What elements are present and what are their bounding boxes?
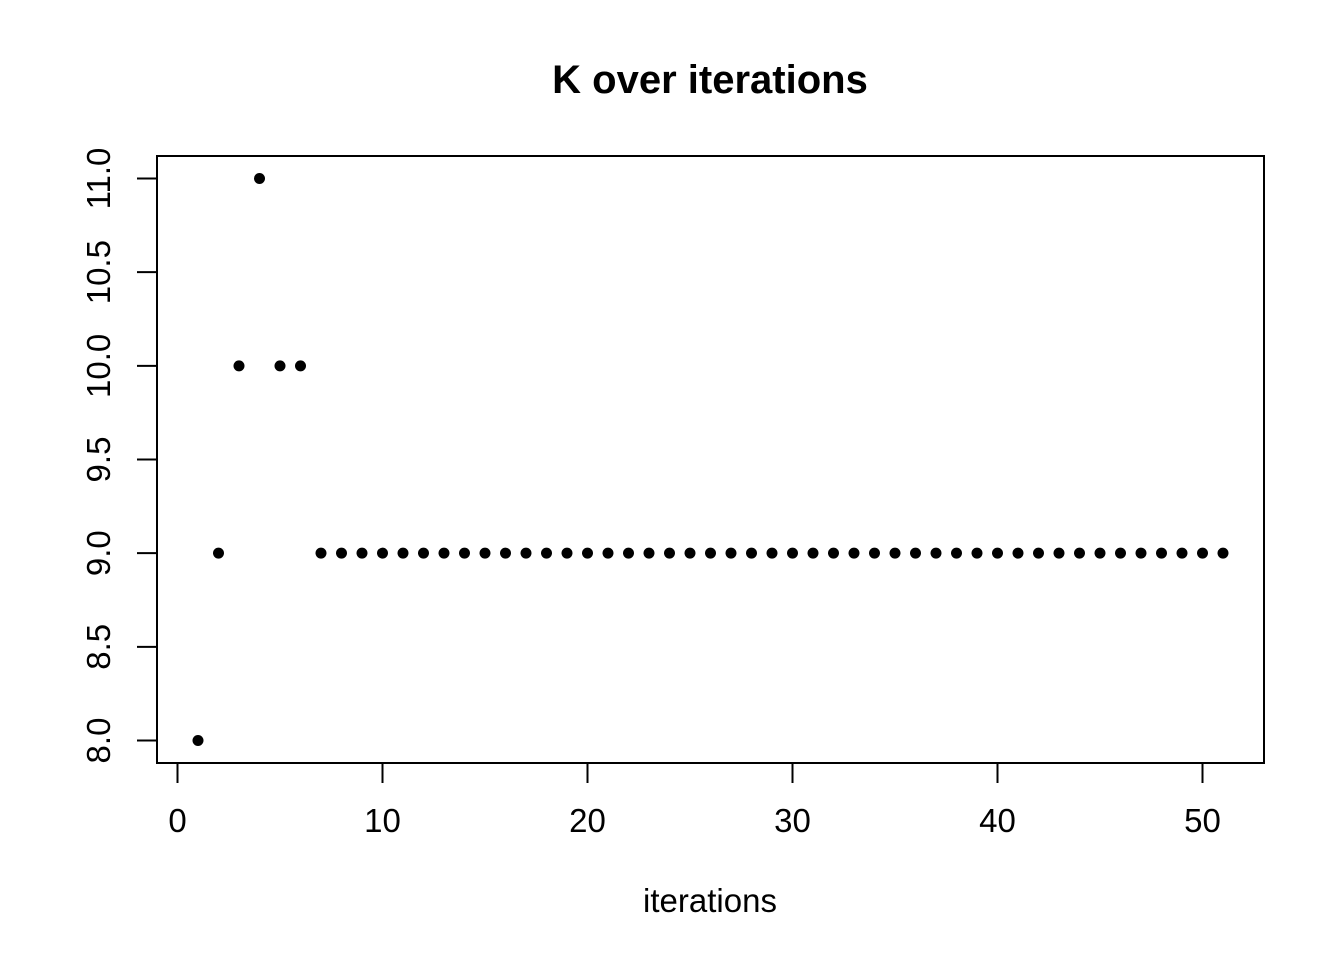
data-point: [1115, 547, 1126, 559]
data-point: [233, 360, 245, 372]
data-point: [930, 547, 942, 559]
data-point: [1217, 547, 1229, 559]
data-point: [295, 360, 306, 372]
data-point: [356, 547, 368, 559]
x-tick-label: 30: [774, 802, 811, 839]
data-point: [1012, 547, 1024, 559]
y-tick-label: 8.5: [80, 624, 117, 670]
data-point: [951, 547, 962, 559]
data-point: [520, 547, 532, 559]
y-tick-label: 9.0: [80, 530, 117, 576]
data-point: [213, 547, 224, 559]
data-point: [1197, 547, 1208, 559]
data-point: [582, 547, 593, 559]
data-point: [992, 547, 1003, 559]
data-point: [1176, 547, 1188, 559]
data-point: [254, 172, 265, 184]
data-point: [787, 547, 798, 559]
data-point: [397, 547, 409, 559]
data-point: [684, 547, 696, 559]
y-tick-label: 9.5: [80, 437, 117, 483]
x-tick-label: 10: [364, 802, 401, 839]
data-point: [1074, 547, 1085, 559]
data-point: [336, 547, 347, 559]
data-point: [561, 547, 573, 559]
data-point: [1033, 547, 1044, 559]
x-axis-label: iterations: [643, 882, 777, 919]
data-point: [192, 735, 204, 747]
data-point: [1053, 547, 1065, 559]
data-point: [746, 547, 757, 559]
x-tick-label: 50: [1184, 802, 1221, 839]
plot-area: 0 10 20 30 40 50 8.0 8.5 9.0 9.5 10.0 10.5 11.0: [80, 148, 1265, 839]
y-tick-label: 11.0: [80, 148, 117, 210]
data-point: [1156, 547, 1167, 559]
data-point: [479, 547, 491, 559]
data-point: [705, 547, 716, 559]
x-tick-label: 40: [979, 802, 1016, 839]
chart-title: K over iterations: [552, 58, 868, 102]
data-point: [766, 547, 778, 559]
data-point: [500, 547, 511, 559]
data-point: [848, 547, 860, 559]
data-point: [541, 547, 552, 559]
x-tick-label: 20: [569, 802, 606, 839]
data-point: [971, 547, 983, 559]
data-point: [602, 547, 614, 559]
data-point: [438, 547, 450, 559]
data-point: [623, 547, 634, 559]
data-point: [869, 547, 880, 559]
data-point: [889, 547, 901, 559]
data-point: [1135, 547, 1147, 559]
data-point: [459, 547, 470, 559]
data-point: [1094, 547, 1106, 559]
plot-box: [156, 155, 1265, 764]
x-tick-label: 0: [168, 802, 186, 839]
y-tick-label: 8.0: [80, 718, 117, 764]
data-point: [418, 547, 429, 559]
data-point: [828, 547, 839, 559]
data-point: [377, 547, 388, 559]
y-tick-label: 10.0: [80, 334, 117, 398]
data-point: [910, 547, 921, 559]
y-tick-label: 10.5: [80, 240, 117, 304]
data-point: [664, 547, 675, 559]
data-point: [643, 547, 655, 559]
data-point: [725, 547, 737, 559]
data-point: [315, 547, 327, 559]
data-point: [807, 547, 819, 559]
data-point: [274, 360, 286, 372]
